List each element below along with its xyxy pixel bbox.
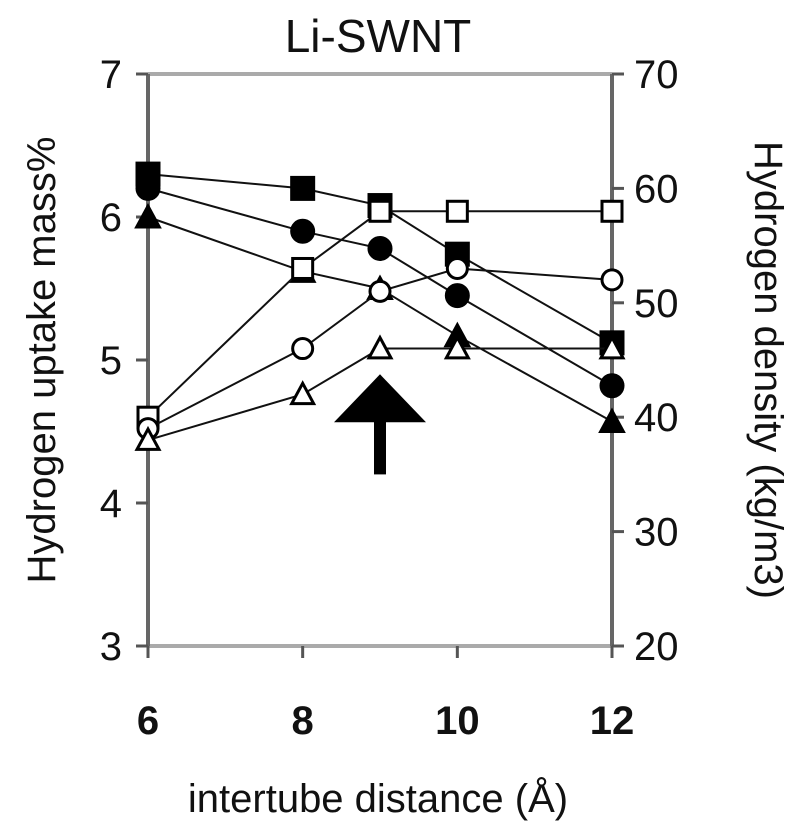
y-tick-label: 3 xyxy=(100,625,122,669)
open-triangle-marker xyxy=(134,425,162,451)
annotation-layer xyxy=(334,374,426,475)
arrow-head xyxy=(334,374,426,423)
open-square-marker xyxy=(291,256,315,280)
open-square-marker xyxy=(600,199,624,223)
y2-tick-label: 20 xyxy=(634,625,679,669)
open-square-marker xyxy=(368,199,392,223)
open-triangle-marker xyxy=(598,334,626,360)
series-5-open-circle xyxy=(136,256,624,441)
plot-frame xyxy=(146,72,614,648)
open-square-marker xyxy=(445,199,469,223)
x-axis: 6 8 10 12 xyxy=(137,646,634,743)
y-tick-label: 6 xyxy=(100,196,122,240)
open-triangle-marker xyxy=(289,380,317,406)
x-tick-label: 12 xyxy=(590,699,635,743)
series-layer xyxy=(134,161,626,451)
open-circle-marker xyxy=(445,256,469,280)
open-triangle-marker xyxy=(443,334,471,360)
x-tick-label: 10 xyxy=(435,699,480,743)
open-circle-marker xyxy=(368,279,392,303)
left-y-axis-label: Hydrogen uptake mass% xyxy=(20,137,64,584)
filled-triangle-marker xyxy=(598,407,626,434)
x-tick-label: 8 xyxy=(292,699,314,743)
y-tick-label: 4 xyxy=(100,482,122,526)
series-6-open-triangle xyxy=(134,334,626,451)
open-circle-marker xyxy=(600,268,624,292)
series-2-filled-circle xyxy=(135,175,625,399)
y-tick-label: 5 xyxy=(100,339,122,383)
filled-circle-marker xyxy=(135,175,161,201)
right-y-axis-label: Hydrogen density (kg/m3) xyxy=(746,141,790,599)
left-y-axis: 3 4 5 6 7 xyxy=(100,53,148,669)
y2-tick-label: 50 xyxy=(634,282,679,326)
y2-tick-label: 70 xyxy=(634,53,679,97)
y2-tick-label: 60 xyxy=(634,167,679,211)
x-axis-label: intertube distance (Å) xyxy=(188,776,568,821)
y-tick-label: 7 xyxy=(100,53,122,97)
y2-tick-label: 40 xyxy=(634,396,679,440)
series-4-open-square xyxy=(136,199,624,429)
filled-circle-marker xyxy=(444,283,470,309)
filled-triangle-marker xyxy=(134,202,162,229)
right-y-axis: 20 30 40 50 60 70 xyxy=(612,53,679,669)
x-tick-label: 6 xyxy=(137,699,159,743)
filled-circle-marker xyxy=(599,373,625,399)
open-triangle-marker xyxy=(366,334,394,360)
filled-circle-marker xyxy=(367,235,393,261)
open-circle-marker xyxy=(291,337,315,361)
y2-tick-label: 30 xyxy=(634,511,679,555)
chart-title: Li-SWNT xyxy=(285,10,472,62)
filled-square-marker xyxy=(290,175,316,201)
arrow-shaft xyxy=(374,414,386,475)
filled-circle-marker xyxy=(290,218,316,244)
